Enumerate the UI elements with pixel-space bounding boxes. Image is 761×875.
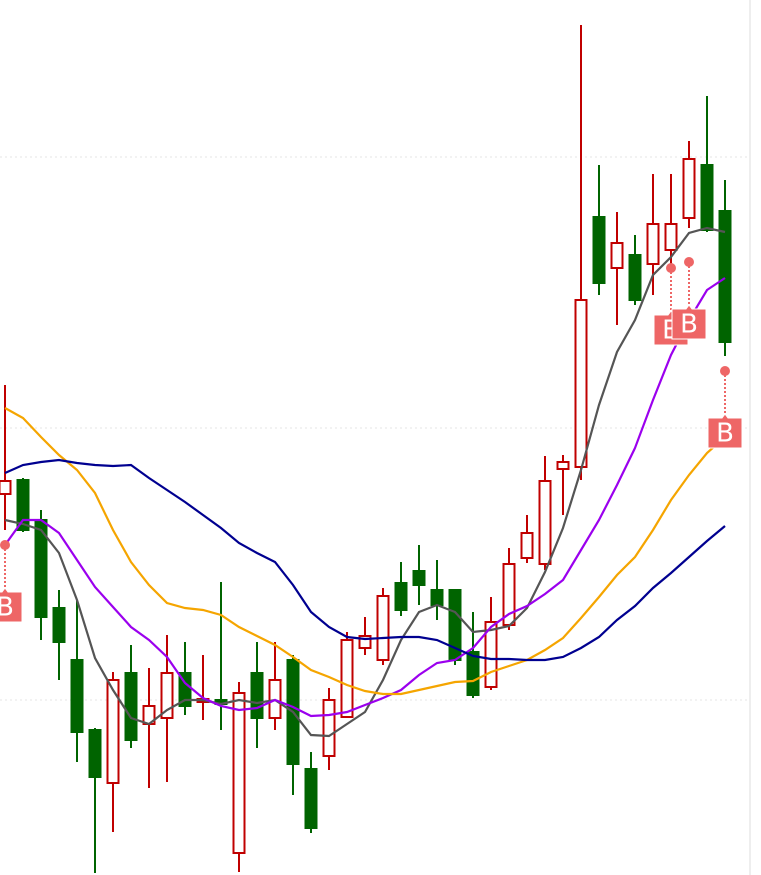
candle-body: [574, 299, 588, 468]
candle-body: [466, 651, 480, 696]
candle-body: [538, 480, 552, 565]
candle-body: [88, 729, 102, 778]
moving-average-line: [4, 226, 726, 738]
candle-body: [232, 692, 246, 854]
candle-body: [304, 768, 318, 829]
candle-body: [124, 672, 138, 741]
candle-body: [394, 582, 408, 611]
candle-body: [178, 672, 192, 707]
signal-dot: [720, 366, 730, 376]
candle-body: [412, 570, 426, 586]
candle-body: [358, 635, 372, 649]
signal-label: B: [680, 310, 698, 340]
candle-body: [430, 589, 444, 606]
candle-body: [16, 479, 30, 531]
candle-body: [160, 672, 174, 719]
moving-average-line: [4, 407, 726, 696]
candle-body: [556, 461, 570, 470]
signal-badge: [0, 587, 23, 623]
candle-body: [664, 223, 678, 251]
candle-body: [106, 679, 120, 784]
signal-label: B: [716, 419, 734, 449]
signal-dot: [666, 263, 676, 273]
signal-dot: [0, 540, 10, 550]
candle-body: [646, 223, 660, 265]
signal-badge: [671, 304, 707, 340]
candle-body: [322, 699, 336, 757]
candle-body: [250, 672, 264, 719]
candle-body: [628, 254, 642, 301]
candle-body: [718, 210, 732, 343]
candle-body: [340, 639, 354, 718]
signal-label: B: [0, 593, 14, 623]
candle-body: [70, 659, 84, 733]
candle-body: [520, 532, 534, 559]
candle-body: [0, 480, 12, 495]
candle-body: [52, 607, 66, 643]
signal-dot: [684, 257, 694, 267]
candle-body: [484, 621, 498, 688]
candle-body: [376, 595, 390, 661]
moving-average-line: [4, 277, 726, 718]
candle-body: [700, 164, 714, 231]
candle-body: [610, 242, 624, 269]
candle-body: [592, 216, 606, 284]
signal-badge: [707, 413, 743, 449]
candle-body: [682, 158, 696, 219]
moving-average-line: [4, 458, 726, 662]
